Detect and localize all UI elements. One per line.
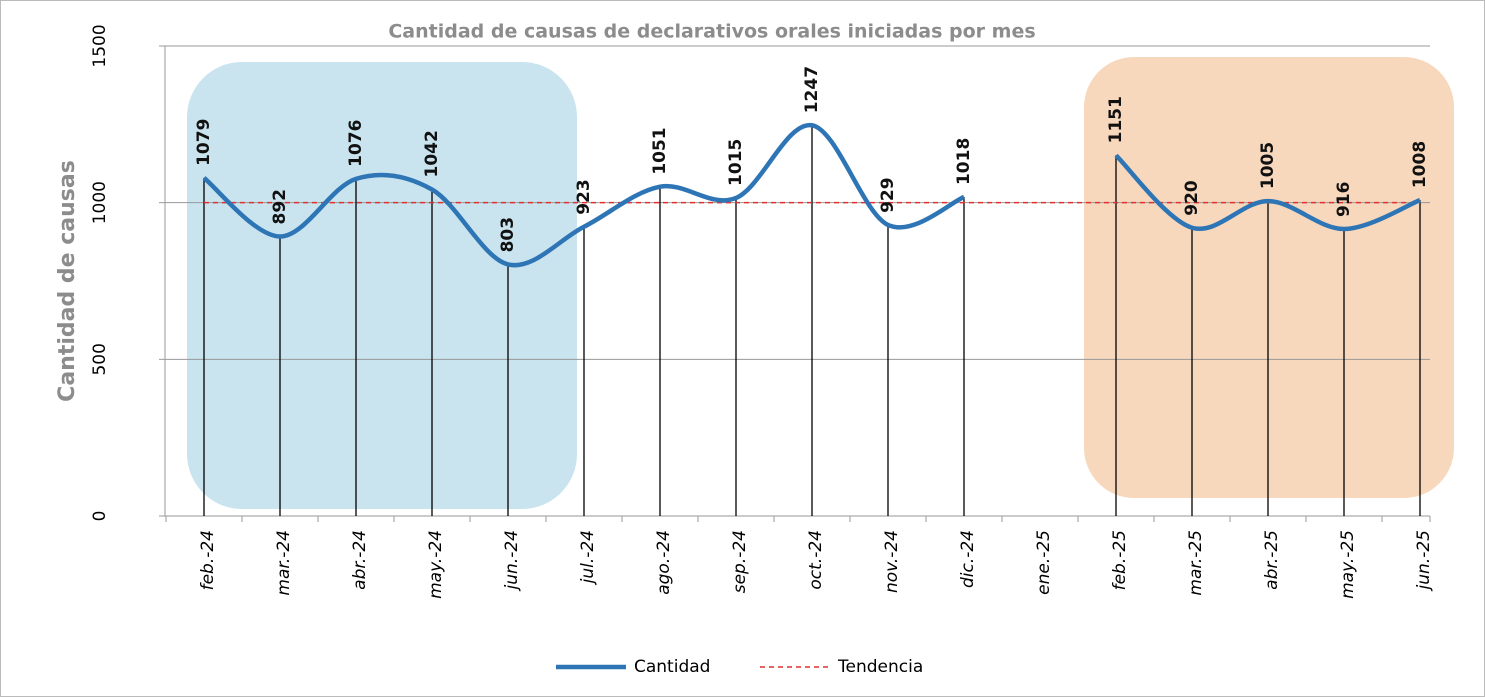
y-tick-label: 0 — [90, 511, 110, 522]
chart-title: Cantidad de causas de declarativos orale… — [388, 21, 1035, 43]
x-tick-label: ago.-24 — [654, 530, 674, 595]
data-label: 916 — [1334, 181, 1354, 217]
x-tick-label: may.-25 — [1338, 530, 1358, 599]
series-line — [1114, 153, 1421, 232]
x-tick-label: jun.-25 — [1414, 530, 1434, 591]
x-tick-label: sep.-24 — [730, 530, 750, 593]
x-tick-label: ene.-25 — [1034, 530, 1054, 595]
x-tick-label: abr.-24 — [350, 530, 370, 590]
data-label: 1018 — [954, 138, 974, 185]
x-tick-label: mar.-24 — [274, 530, 294, 596]
data-label: 1015 — [726, 139, 746, 186]
x-tick-label: may.-24 — [426, 530, 446, 599]
x-tick-label: feb.-25 — [1110, 530, 1130, 590]
y-axis-label: Cantidad de causas — [55, 160, 80, 402]
x-tick-label: feb.-24 — [198, 530, 218, 590]
legend-label: Tendencia — [837, 657, 923, 677]
data-label: 920 — [1182, 180, 1202, 216]
data-label: 803 — [498, 217, 518, 253]
legend-label: Cantidad — [634, 657, 710, 677]
x-tick-label: jun.-24 — [502, 530, 522, 591]
y-tick-label: 1000 — [90, 181, 110, 224]
x-tick-label: abr.-25 — [1262, 530, 1282, 590]
x-tick-label: oct.-24 — [806, 530, 826, 590]
data-label: 1079 — [194, 119, 214, 166]
data-label: 1008 — [1410, 141, 1430, 188]
data-label: 923 — [574, 179, 594, 215]
series-line — [202, 123, 965, 268]
data-label: 1042 — [422, 130, 442, 177]
y-tick-label: 1500 — [90, 24, 110, 67]
x-tick-label: dic.-24 — [958, 530, 978, 588]
highlight-2025 — [1084, 57, 1454, 498]
data-label: 1005 — [1258, 142, 1278, 189]
data-label: 929 — [878, 177, 898, 213]
x-tick-label: nov.-24 — [882, 530, 902, 593]
data-label: 1247 — [802, 66, 822, 113]
data-label: 892 — [270, 189, 290, 225]
highlight-2024 — [187, 62, 577, 509]
y-tick-label: 500 — [90, 343, 110, 375]
data-label: 1151 — [1106, 96, 1126, 143]
data-label: 1051 — [650, 127, 670, 174]
data-label: 1076 — [346, 120, 366, 167]
x-tick-label: jul.-24 — [578, 530, 598, 585]
x-tick-label: mar.-25 — [1186, 530, 1206, 596]
